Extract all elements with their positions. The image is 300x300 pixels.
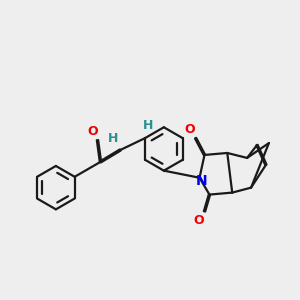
Text: H: H [143, 119, 153, 132]
Text: O: O [88, 125, 98, 138]
Text: H: H [108, 132, 118, 145]
Text: N: N [196, 174, 208, 188]
Text: O: O [193, 214, 204, 227]
Text: O: O [184, 123, 195, 136]
